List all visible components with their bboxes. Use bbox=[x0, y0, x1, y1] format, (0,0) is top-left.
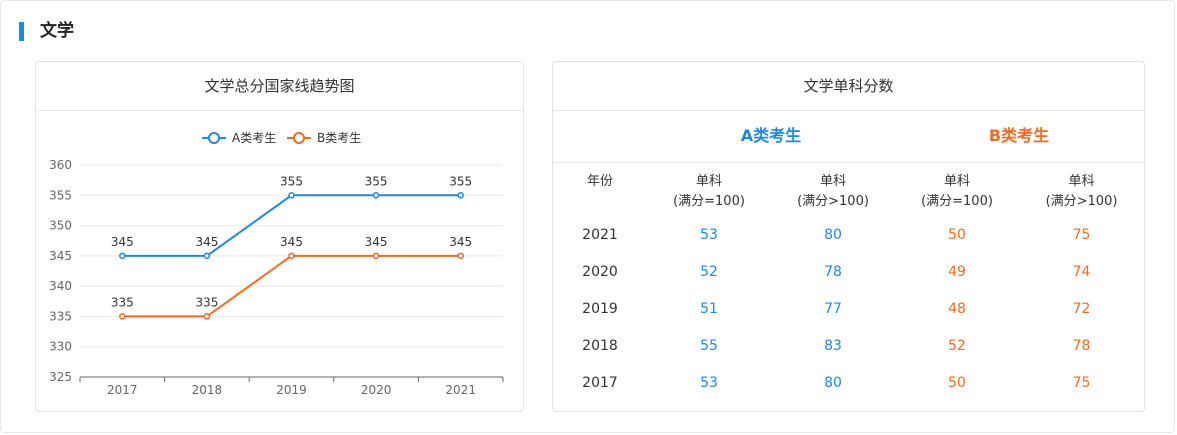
data-point bbox=[372, 192, 380, 199]
y-tick-label: 340 bbox=[49, 279, 72, 293]
data-point bbox=[457, 192, 464, 199]
cell-b-low: 52 bbox=[948, 337, 966, 354]
cell-year: 2021 bbox=[582, 226, 618, 243]
legend-label: B类考生 bbox=[317, 131, 361, 145]
data-label: 345 bbox=[365, 235, 388, 249]
header-year: 年份 bbox=[586, 174, 613, 189]
cell-b-high: 72 bbox=[1072, 300, 1091, 317]
table-row: 2017 53 80 50 75 bbox=[553, 364, 1144, 401]
cell-b-low: 49 bbox=[948, 263, 966, 280]
table-row: 2019 51 77 48 72 bbox=[553, 290, 1144, 327]
cell-a-high: 80 bbox=[824, 226, 842, 243]
data-label: 355 bbox=[365, 174, 388, 188]
data-point bbox=[372, 252, 380, 260]
group-b-label: B类考生 bbox=[988, 126, 1050, 145]
x-tick-label: 2017 bbox=[107, 383, 138, 397]
x-tick-label: 2020 bbox=[361, 383, 392, 397]
cell-b-high: 74 bbox=[1072, 263, 1091, 280]
section-title: 文学 bbox=[40, 21, 74, 41]
data-label: 345 bbox=[449, 235, 472, 249]
data-label: 355 bbox=[449, 174, 472, 188]
data-point bbox=[119, 313, 126, 320]
header-b-high: 单科 (满分>100) bbox=[1045, 174, 1118, 209]
data-point bbox=[457, 252, 464, 260]
group-a-label: A类考生 bbox=[740, 126, 802, 145]
x-tick-label: 2021 bbox=[445, 383, 476, 397]
x-tick-label: 2019 bbox=[276, 383, 307, 397]
cell-a-low: 53 bbox=[700, 226, 718, 243]
data-point bbox=[203, 252, 211, 260]
legend-label: A类考生 bbox=[232, 131, 276, 145]
single-subject-card: 文学单科分数 A类考生 B类考生 年份 单科 (满分=100) 单科 (满分>100… bbox=[552, 61, 1145, 412]
section-accent-bar bbox=[19, 22, 24, 41]
y-tick-label: 355 bbox=[49, 188, 72, 202]
header-a-high: 单科 (满分>100) bbox=[797, 174, 869, 209]
single-subject-title: 文学单科分数 bbox=[553, 62, 1144, 111]
cell-a-low: 52 bbox=[700, 263, 718, 280]
legend-marker bbox=[293, 132, 305, 144]
score-table-header: 年份 单科 (满分=100) 单科 (满分>100) 单科 (满分=100) 单科 (满… bbox=[553, 172, 1144, 216]
y-tick-label: 360 bbox=[49, 158, 72, 172]
score-table: 年份 单科 (满分=100) 单科 (满分>100) 单科 (满分=100) 单科 (满… bbox=[553, 172, 1144, 401]
trend-line-chart: 325 330 335 340 345 350 355 360 2017 2018 2019 2020… bbox=[49, 131, 504, 397]
cell-a-low: 51 bbox=[700, 300, 718, 317]
data-point bbox=[288, 192, 295, 199]
data-point bbox=[119, 252, 126, 260]
cell-year: 2020 bbox=[582, 263, 618, 280]
cell-b-high: 75 bbox=[1072, 226, 1091, 243]
header-a-low: 单科 (满分=100) bbox=[673, 174, 745, 209]
y-tick-label: 335 bbox=[49, 309, 72, 323]
cell-a-low: 53 bbox=[700, 374, 718, 391]
cell-b-high: 75 bbox=[1072, 374, 1091, 391]
cell-a-low: 55 bbox=[700, 337, 718, 354]
cell-year: 2019 bbox=[582, 300, 618, 317]
trend-chart-card: 文学总分国家线趋势图 325 330 335 340 345 350 355 360 2017 2… bbox=[35, 61, 524, 412]
legend-marker bbox=[208, 132, 220, 144]
data-label: 335 bbox=[111, 295, 134, 309]
data-label: 345 bbox=[280, 235, 303, 249]
data-point bbox=[288, 252, 295, 260]
data-label: 345 bbox=[195, 235, 218, 249]
cell-year: 2018 bbox=[582, 337, 618, 354]
y-tick-label: 325 bbox=[49, 370, 72, 384]
table-row: 2021 53 80 50 75 bbox=[553, 216, 1144, 253]
table-row: 2020 52 78 49 74 bbox=[553, 253, 1144, 290]
data-label: 345 bbox=[111, 235, 134, 249]
group-header-row: A类考生 B类考生 bbox=[553, 111, 1144, 163]
trend-chart-title: 文学总分国家线趋势图 bbox=[36, 62, 523, 111]
data-label: 335 bbox=[195, 295, 218, 309]
cell-a-high: 80 bbox=[824, 374, 842, 391]
cell-a-high: 78 bbox=[824, 263, 842, 280]
table-row: 2018 55 83 52 78 bbox=[553, 327, 1144, 364]
data-point bbox=[203, 313, 211, 320]
cell-b-low: 50 bbox=[948, 226, 966, 243]
data-label: 355 bbox=[280, 174, 303, 188]
cell-b-low: 48 bbox=[948, 300, 966, 317]
y-tick-label: 350 bbox=[49, 219, 72, 233]
header-b-low: 单科 (满分=100) bbox=[921, 174, 993, 209]
cell-year: 2017 bbox=[582, 374, 618, 391]
cell-b-high: 78 bbox=[1072, 337, 1091, 354]
cell-b-low: 50 bbox=[948, 374, 966, 391]
cell-a-high: 77 bbox=[824, 300, 842, 317]
cell-a-high: 83 bbox=[824, 337, 842, 354]
y-tick-label: 330 bbox=[49, 340, 72, 354]
x-tick-label: 2018 bbox=[192, 383, 223, 397]
y-tick-label: 345 bbox=[49, 249, 72, 263]
